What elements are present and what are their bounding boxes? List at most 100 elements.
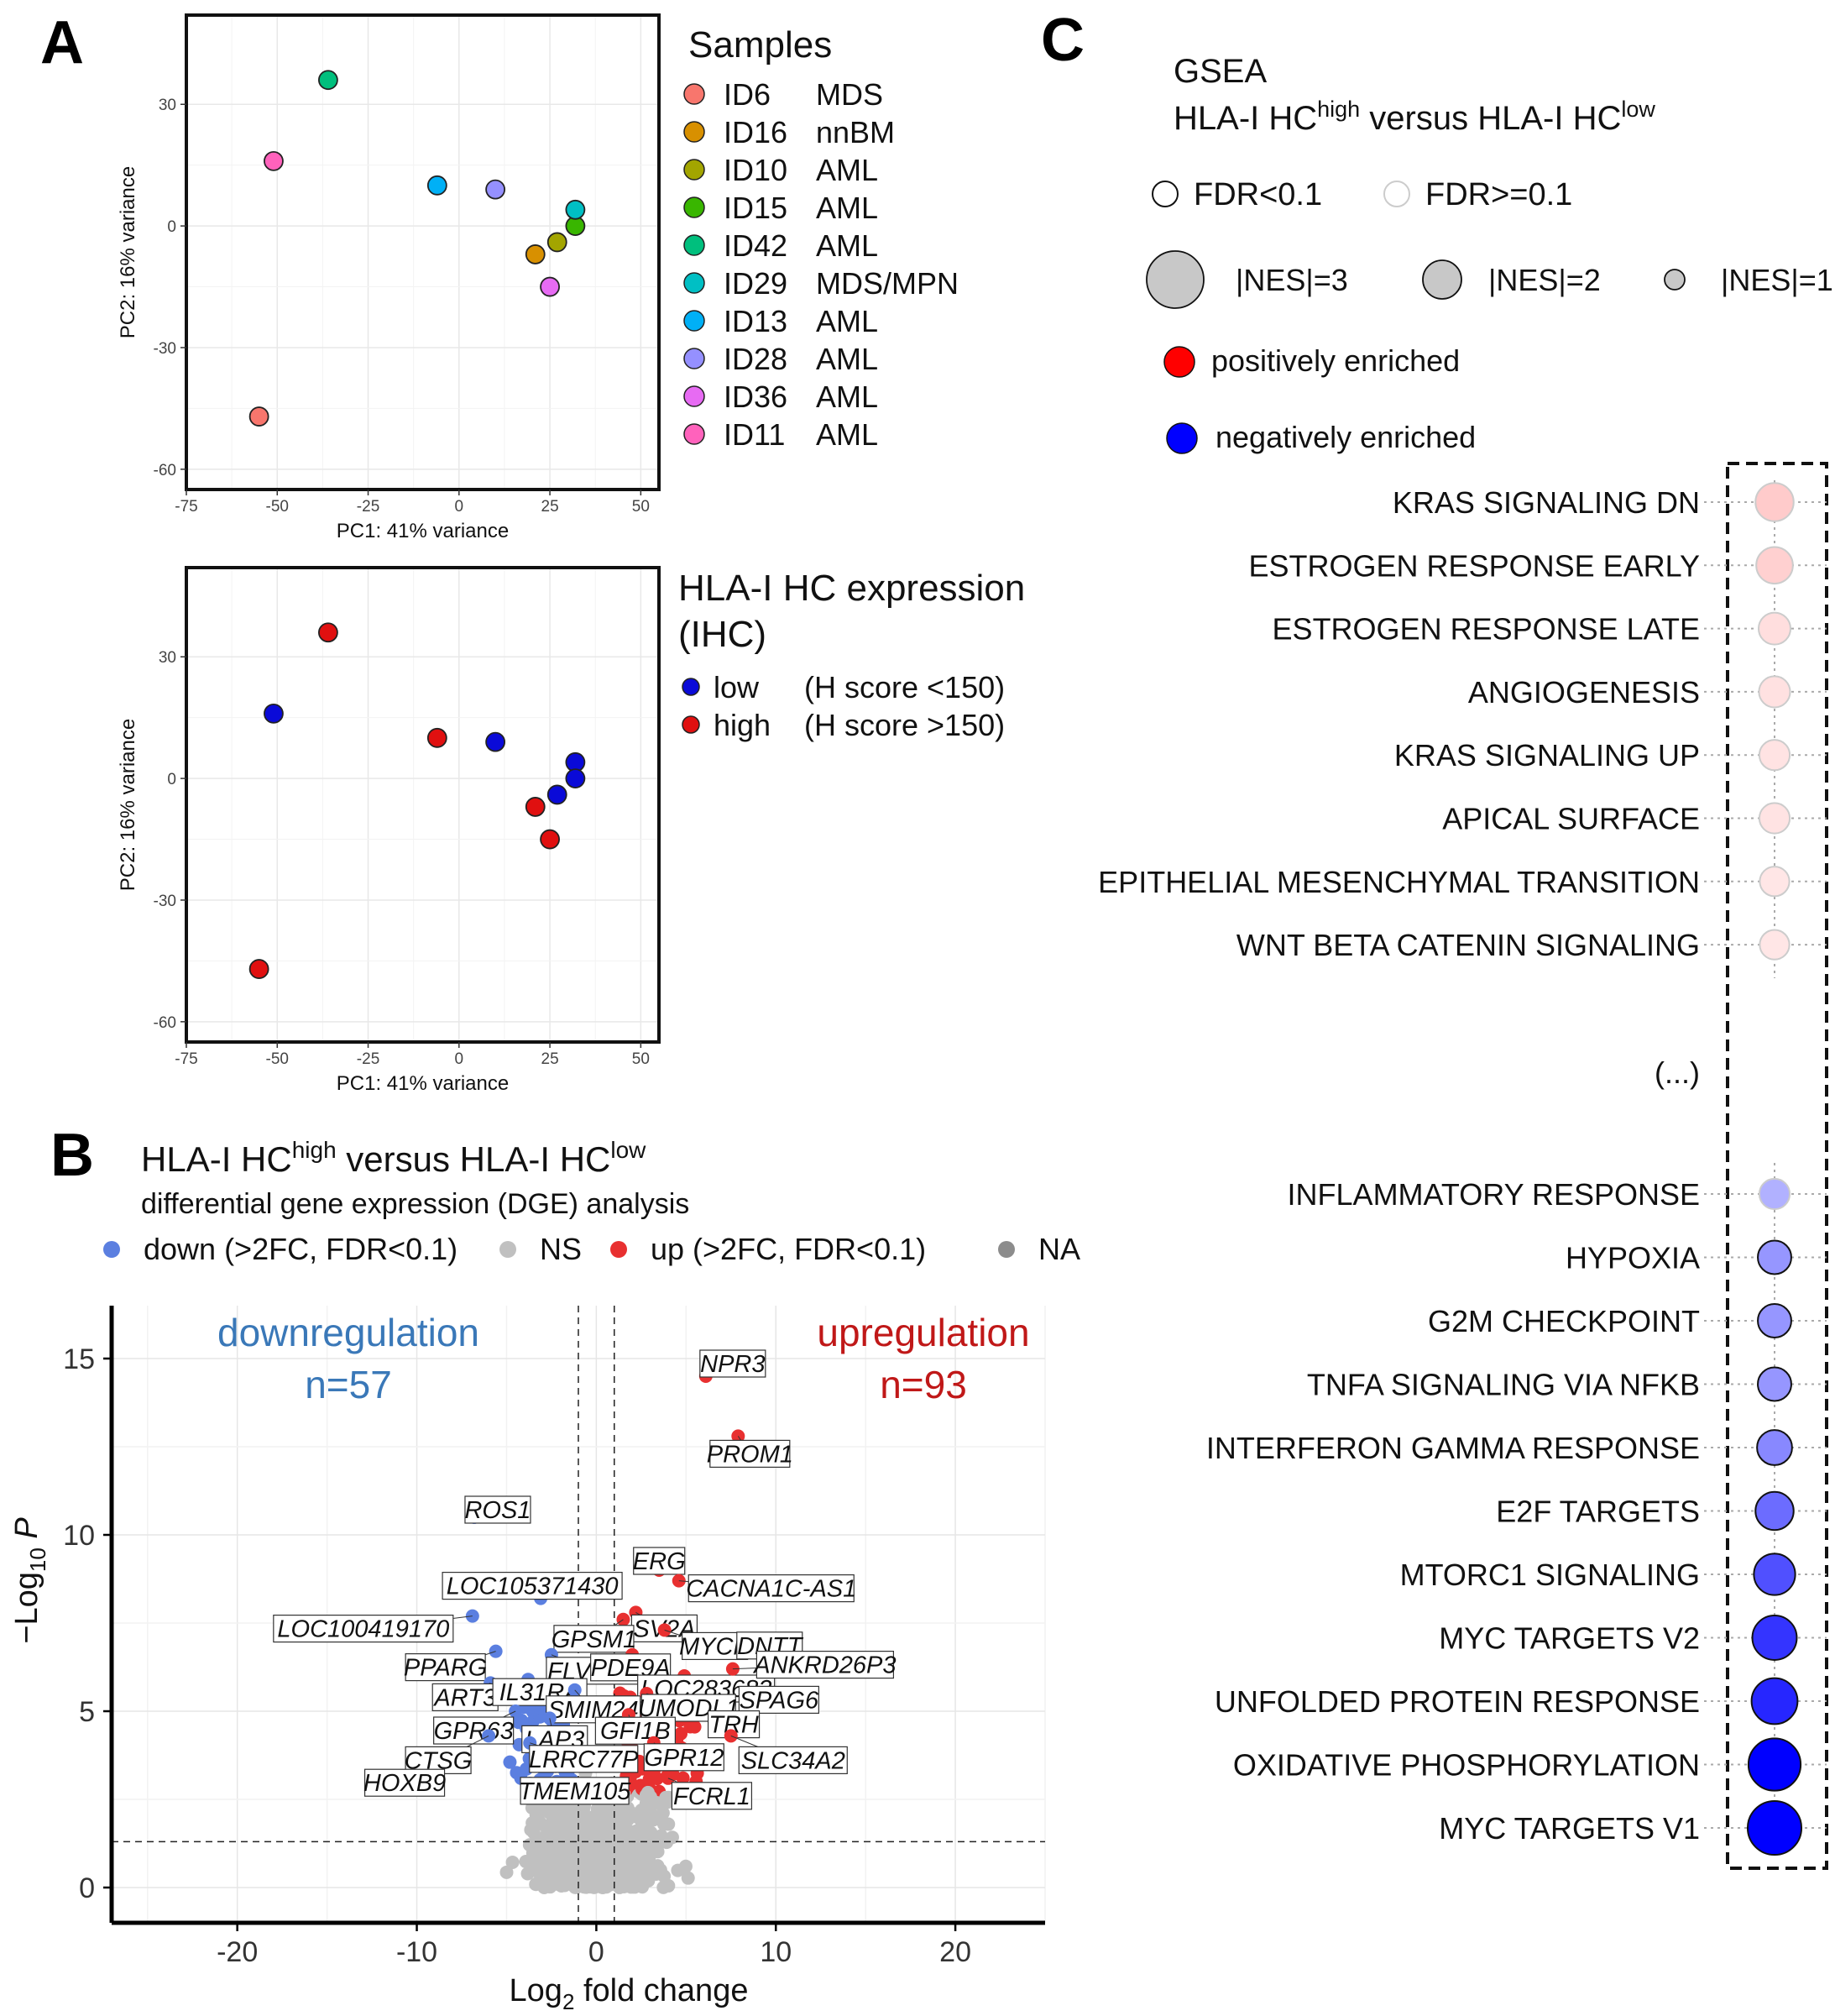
y-tick-label: -30: [154, 893, 176, 910]
gene-label-box: [363, 1768, 446, 1797]
legend-sample-id: ID11: [724, 417, 785, 452]
data-point: [546, 232, 567, 253]
gene-point-bg: [656, 1806, 670, 1820]
gene-point-sig: [642, 1773, 656, 1787]
gene-point-bg: [630, 1809, 644, 1824]
gene-point-bg: [565, 1856, 579, 1871]
legend-sample-id: ID16: [724, 115, 787, 149]
gene-label-box: [671, 1782, 753, 1810]
legend-sample-group: MDS/MPN: [816, 266, 959, 301]
gene-point-bg: [564, 1833, 578, 1847]
pathway-dot: [1751, 1615, 1798, 1661]
volcano-title: HLA-I HChigh versus HLA-I HClow: [141, 1137, 646, 1179]
expr-legend: low (H score <150) high (H score >150): [682, 670, 1005, 742]
data-point: [565, 199, 586, 220]
legend-sample-group: AML: [816, 342, 878, 376]
gene-label-box: [464, 1495, 531, 1524]
gene-point-bg: [595, 1838, 609, 1852]
pathway-dot: [1757, 1239, 1792, 1275]
legend-fdr-sig-swatch: [1152, 181, 1179, 207]
legend-swatch: [683, 348, 705, 369]
gene-point-sig: [687, 1720, 702, 1734]
gene-point-bg: [598, 1825, 612, 1839]
legend-sample-id: ID6: [724, 77, 771, 112]
data-point: [546, 784, 567, 805]
gene-label-box: [738, 1685, 819, 1715]
legend-sample-id: ID36: [724, 380, 787, 414]
gene-point-bg: [545, 1809, 559, 1823]
legend-swatch: [683, 310, 705, 332]
gene-point-bg: [562, 1804, 576, 1819]
data-point: [565, 768, 586, 789]
legend-neg-label: negatively enriched: [1215, 420, 1476, 454]
gene-point-bg: [585, 1859, 599, 1873]
legend-nes-label: |NES|=3: [1236, 263, 1348, 297]
pathway-label: G2M CHECKPOINT: [1428, 1304, 1700, 1338]
gene-label: GPR63: [434, 1718, 514, 1745]
legend-label: NA: [1038, 1232, 1080, 1266]
gene-point-bg: [659, 1790, 673, 1804]
pathway-dot: [1753, 1553, 1796, 1596]
gene-label-box: [431, 1683, 499, 1712]
gene-point-bg: [585, 1845, 599, 1859]
pathway-label: APICAL SURFACE: [1442, 802, 1700, 836]
y-tick-label: 15: [63, 1343, 95, 1375]
legend-swatch: [683, 423, 705, 445]
expr-legend-title-1: HLA-I HC expression: [678, 568, 1025, 609]
legend-pos-label: positively enriched: [1211, 343, 1460, 378]
pathway-label: TNFA SIGNALING VIA NFKB: [1307, 1368, 1700, 1402]
gene-label: GPR12: [644, 1745, 724, 1772]
pathway-dot: [1758, 1177, 1791, 1211]
legend-nes-label: |NES|=2: [1488, 263, 1601, 297]
gene-label: LOC100419170: [277, 1616, 449, 1643]
x-tick-label: -25: [357, 498, 379, 516]
expr-legend-title-2: (IHC): [678, 614, 766, 655]
volcano-title-sup2: low: [610, 1137, 646, 1163]
legend-level-note: (H score <150): [804, 670, 1005, 704]
gene-point-bg: [654, 1829, 668, 1843]
x-tick-label: -20: [217, 1936, 258, 1968]
legend-swatch: [610, 1241, 627, 1258]
gene-point-sig: [503, 1755, 517, 1769]
gene-label-box: [405, 1652, 486, 1682]
pca-plot-hla-expression: -75 -50 -25 0 25 50 -60 -30 0 30 PC1: 41% variance…: [117, 566, 661, 1095]
panel-label-a: A: [40, 9, 84, 76]
gene-label-box: [529, 1745, 639, 1773]
gene-label-box: [590, 1653, 672, 1682]
pathway-dot: [1754, 1490, 1795, 1532]
legend-swatch: [499, 1241, 516, 1258]
pathway-label: ESTROGEN RESPONSE LATE: [1273, 612, 1700, 647]
gene-point-bg: [609, 1827, 623, 1841]
x-tick-label: 0: [455, 1050, 464, 1068]
x-tick-label: -75: [175, 1050, 197, 1068]
legend-swatch: [998, 1241, 1015, 1258]
data-point: [317, 622, 338, 643]
legend-sample-group: nnBM: [816, 115, 895, 149]
plot-frame: [185, 13, 661, 491]
gene-label-box: [273, 1614, 454, 1643]
gsea-title-sup2: low: [1621, 97, 1655, 122]
gene-label-box: [699, 1349, 766, 1378]
gene-point-bg: [624, 1880, 638, 1894]
legend-sample-group: AML: [816, 191, 878, 225]
gene-point-bg: [584, 1819, 599, 1833]
downregulation-label: downregulation: [217, 1311, 479, 1354]
gene-label-box: [687, 1574, 855, 1603]
pathway-dot: [1756, 1429, 1793, 1466]
gene-label: SPAG6: [740, 1687, 819, 1714]
legend-swatch: [683, 272, 705, 294]
gene-point-bg: [560, 1820, 574, 1834]
data-point: [264, 150, 284, 171]
samples-legend: ID6 MDS ID16 nnBM ID10 AML ID15 AML ID42 AML ID29 M…: [683, 77, 959, 452]
gene-label: HOXB9: [363, 1770, 446, 1797]
y-tick-label: -60: [154, 1014, 176, 1032]
legend-sample-group: MDS: [816, 77, 883, 112]
panel-label-b: B: [50, 1122, 94, 1189]
legend-nes-label: |NES|=1: [1721, 263, 1833, 297]
pathway-dot: [1746, 1799, 1803, 1856]
legend-level-note: (H score >150): [804, 708, 1005, 742]
pathway-label: KRAS SIGNALING UP: [1394, 738, 1700, 772]
downregulation-count: n=57: [305, 1363, 392, 1406]
gene-point-bg: [642, 1795, 656, 1809]
